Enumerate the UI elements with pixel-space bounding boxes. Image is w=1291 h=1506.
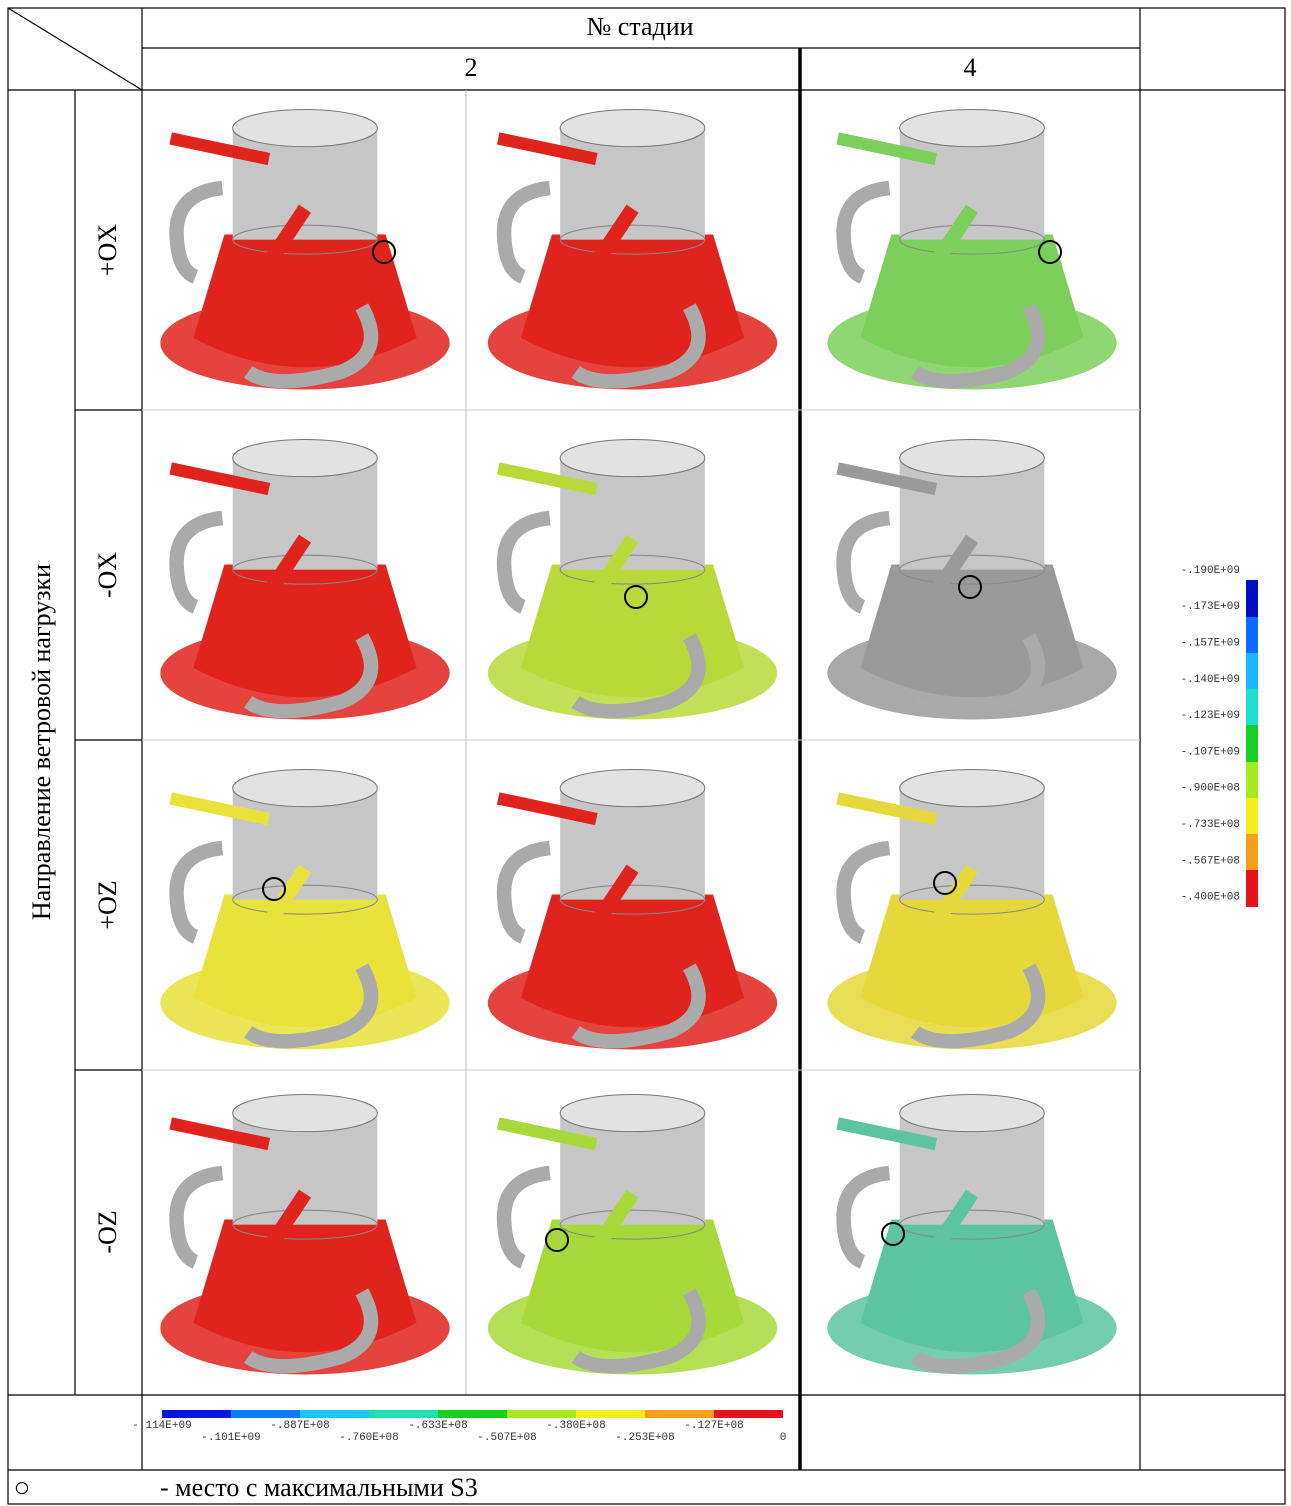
colorbar-label: -.507E+08 bbox=[477, 1432, 536, 1444]
stage-label: 2 bbox=[465, 53, 478, 82]
side-label: Направление ветровой нагрузки bbox=[27, 564, 56, 920]
colorbar-label: -.567E+08 bbox=[1181, 855, 1240, 867]
row-label: +OZ bbox=[93, 880, 122, 929]
colorbar-label: -.887E+08 bbox=[270, 1420, 329, 1432]
colorbar-label: -.123E+09 bbox=[1181, 710, 1240, 722]
colorbar-label: -.101E+09 bbox=[201, 1432, 260, 1444]
note-symbol: ○ bbox=[14, 1472, 31, 1503]
colorbar-label: -.733E+08 bbox=[1181, 819, 1240, 831]
colorbar-label: -.400E+08 bbox=[1181, 892, 1240, 904]
colorbar-label: -.173E+09 bbox=[1181, 601, 1240, 613]
page: № стадии 2 4 Направление ветровой нагруз… bbox=[0, 0, 1291, 1506]
colorbar-label: -.127E+08 bbox=[684, 1420, 743, 1432]
colorbar-label: -.140E+09 bbox=[1181, 674, 1240, 686]
colorbar-label: -.253E+08 bbox=[615, 1432, 674, 1444]
row-label: -OX bbox=[93, 552, 122, 598]
colorbar-label: -.190E+09 bbox=[1181, 565, 1240, 577]
colorbar-label: -.760E+08 bbox=[339, 1432, 398, 1444]
colorbar-label: -.900E+08 bbox=[1181, 783, 1240, 795]
colorbar-label: 0 bbox=[780, 1432, 787, 1444]
colorbar-label: -.114E+09 bbox=[132, 1420, 191, 1432]
colorbar-label: -.157E+09 bbox=[1181, 638, 1240, 650]
result-images bbox=[160, 109, 1116, 1374]
colorbar-label: -.633E+08 bbox=[408, 1420, 467, 1432]
colorbar-right bbox=[1246, 580, 1258, 907]
colorbar-label: -.380E+08 bbox=[546, 1420, 605, 1432]
row-label: -OZ bbox=[93, 1210, 122, 1253]
colorbar-label: -.107E+09 bbox=[1181, 746, 1240, 758]
colorbar-bottom bbox=[162, 1410, 783, 1418]
row-label: +OX bbox=[93, 224, 122, 276]
header-group: № стадии bbox=[586, 12, 693, 41]
stage-label: 4 bbox=[964, 53, 977, 82]
note-text: - место с максимальными S3 bbox=[160, 1473, 478, 1502]
